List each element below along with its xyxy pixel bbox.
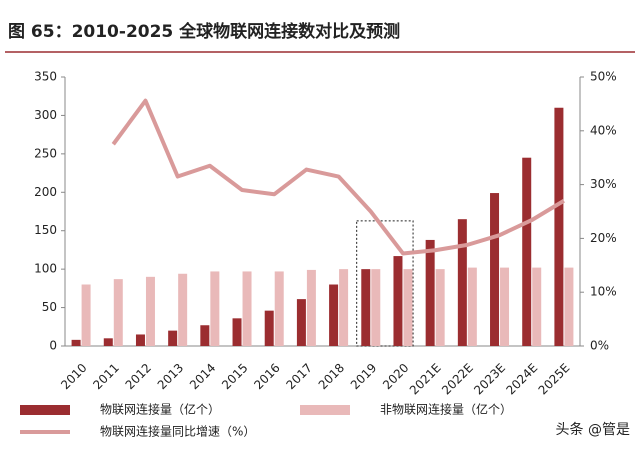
bar [435,269,445,346]
highlight-box [356,220,414,347]
bar [71,339,81,346]
bar [564,267,574,346]
x-tick-label: 2015 [219,361,250,392]
y2-tick-label: 50% [590,70,617,84]
bar [339,269,349,346]
line [111,98,565,256]
x-tick-label: 2019 [348,361,379,392]
x-tick-label: 2016 [251,361,282,392]
bar [232,318,242,346]
bar [264,310,274,346]
bar [306,269,316,346]
y2-tick-label: 40% [590,123,617,137]
bar [554,107,564,346]
bar [371,269,381,346]
bar [210,271,220,346]
y2-tick-label: 10% [590,285,617,299]
bar [393,256,403,346]
x-tick-label: 2023E [471,361,508,398]
y-tick-label: 0 [49,339,57,353]
bar [103,338,113,346]
bar [403,269,413,346]
legend-swatch [300,405,350,415]
x-tick-label: 2013 [155,361,186,392]
bar [200,325,210,346]
bar [81,284,91,346]
legend-label: 物联网连接量同比增速（%） [100,424,255,439]
y-tick-label: 150 [34,223,57,237]
watermark: 头条 @管是 [556,421,630,438]
legend-swatch [20,405,70,415]
y2-tick-label: 30% [590,177,617,191]
bar [135,334,145,346]
bar [168,330,178,346]
bar [425,239,435,346]
x-tick-label: 2012 [123,361,154,392]
x-tick-label: 2025E [536,361,573,398]
legend-label: 非物联网连接量（亿个） [380,402,512,417]
y-tick-label: 300 [34,108,57,122]
x-tick-label: 2017 [284,361,315,392]
y2-tick-label: 0% [590,339,609,353]
bar [457,219,467,346]
bar [274,271,284,346]
legend-label: 物联网连接量（亿个） [100,402,220,417]
y-tick-label: 100 [34,262,57,276]
bar [178,273,188,346]
bar [296,299,306,346]
x-tick-label: 2022E [439,361,476,398]
y-tick-label: 50 [42,300,57,314]
chart-title: 图 65：2010-2025 全球物联网连接数对比及预测 [8,21,400,42]
y-tick-label: 200 [34,185,57,199]
bar [500,267,510,346]
y2-tick-label: 20% [590,231,617,245]
x-tick-label: 2011 [90,361,121,392]
bar [242,271,252,346]
x-tick-label: 2010 [58,361,89,392]
x-tick-label: 2018 [316,361,347,392]
bar [329,284,339,346]
y-tick-label: 250 [34,146,57,160]
x-tick-label: 2014 [187,361,218,392]
bar [113,279,123,346]
bar [467,267,477,346]
y-tick-label: 350 [34,70,57,84]
bar [490,193,500,346]
bar [361,269,371,346]
bar [532,267,542,346]
x-tick-label: 2021E [407,361,444,398]
x-tick-label: 2024E [503,361,540,398]
bar [145,276,155,346]
bar [522,157,532,346]
